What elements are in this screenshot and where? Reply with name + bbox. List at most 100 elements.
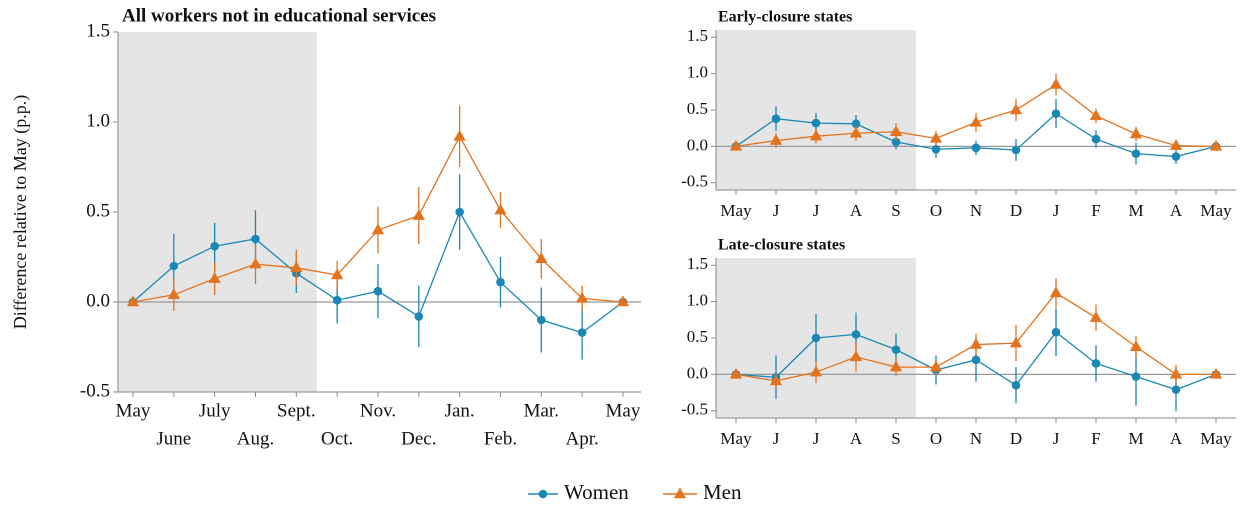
- chart-title: Late-closure states: [718, 237, 845, 254]
- marker: [208, 272, 221, 283]
- marker: [1129, 127, 1143, 139]
- marker: [577, 328, 587, 337]
- marker: [971, 143, 981, 153]
- x-tick-label: J: [813, 201, 820, 220]
- marker: [1209, 139, 1223, 151]
- x-tick-label: Oct.: [321, 428, 353, 449]
- legend-label: Men: [703, 480, 742, 504]
- x-tick-label: May: [720, 429, 752, 448]
- x-tick-label: June: [156, 428, 191, 449]
- marker: [1051, 109, 1061, 118]
- chart-title: All workers not in educational services: [122, 5, 436, 26]
- marker: [1091, 134, 1101, 144]
- marker: [332, 295, 342, 305]
- x-tick-label: A: [1170, 429, 1183, 448]
- marker: [1089, 311, 1103, 322]
- marker: [251, 234, 260, 244]
- marker: [616, 295, 630, 307]
- x-tick-label: July: [199, 400, 231, 421]
- x-tick-label: Feb.: [484, 428, 517, 449]
- marker: [971, 355, 981, 365]
- y-tick-label: -0.5: [80, 380, 110, 401]
- marker: [809, 365, 823, 377]
- x-tick-label: Nov.: [360, 400, 396, 421]
- marker: [494, 203, 507, 215]
- x-tick-label: N: [970, 201, 982, 220]
- x-tick-label: J: [1053, 201, 1060, 220]
- marker: [1169, 139, 1183, 150]
- marker: [371, 223, 385, 235]
- marker: [538, 489, 548, 499]
- marker: [1049, 78, 1063, 89]
- marker: [811, 333, 821, 343]
- marker: [373, 286, 383, 296]
- marker: [809, 129, 823, 141]
- marker: [1209, 367, 1223, 379]
- x-tick-label: J: [773, 429, 780, 448]
- marker: [1131, 149, 1141, 158]
- x-tick-label: M: [1128, 429, 1143, 448]
- x-tick-label: F: [1091, 429, 1100, 448]
- marker: [891, 137, 901, 147]
- x-tick-label: S: [891, 429, 900, 448]
- y-tick-label: 0.0: [687, 363, 708, 382]
- x-tick-label: D: [1010, 201, 1022, 220]
- marker: [169, 261, 179, 271]
- y-tick-label: 0.5: [86, 200, 110, 221]
- marker: [891, 345, 901, 354]
- marker: [929, 360, 943, 372]
- x-tick-label: May: [606, 400, 641, 421]
- marker: [1171, 152, 1181, 161]
- shaded-period: [118, 32, 317, 392]
- marker: [575, 291, 589, 303]
- marker: [535, 252, 548, 264]
- marker: [969, 338, 983, 349]
- x-tick-label: D: [1010, 429, 1022, 448]
- marker: [929, 131, 943, 143]
- x-tick-label: J: [813, 429, 820, 448]
- y-tick-label: 1.5: [687, 26, 708, 45]
- marker: [811, 118, 821, 128]
- x-tick-label: May: [1200, 429, 1232, 448]
- marker: [414, 312, 424, 321]
- chart-title: Early-closure states: [718, 9, 852, 26]
- marker: [1051, 327, 1061, 337]
- marker: [771, 114, 781, 124]
- x-tick-label: Dec.: [401, 428, 436, 449]
- marker: [931, 144, 941, 154]
- marker: [537, 315, 546, 325]
- x-tick-label: S: [891, 201, 900, 220]
- y-tick-label: 1.0: [687, 291, 708, 310]
- x-tick-label: J: [773, 201, 780, 220]
- x-tick-label: F: [1091, 201, 1100, 220]
- marker: [1049, 286, 1063, 298]
- x-tick-label: J: [1053, 429, 1060, 448]
- y-tick-label: -0.5: [681, 400, 708, 419]
- marker: [769, 134, 783, 145]
- marker: [1089, 109, 1103, 121]
- marker: [851, 119, 861, 129]
- marker: [1129, 340, 1143, 351]
- marker: [1091, 359, 1101, 368]
- y-tick-label: 1.0: [86, 110, 110, 131]
- marker: [1011, 145, 1021, 155]
- y-tick-label: 1.5: [687, 254, 708, 273]
- y-tick-label: 0.5: [687, 99, 708, 118]
- x-tick-label: May: [720, 201, 752, 220]
- marker: [729, 139, 743, 151]
- marker: [889, 360, 903, 372]
- marker: [126, 295, 140, 307]
- marker: [330, 268, 344, 280]
- y-tick-label: -0.5: [681, 172, 708, 191]
- y-tick-label: 1.5: [86, 20, 110, 41]
- x-tick-label: A: [1170, 201, 1183, 220]
- marker: [769, 374, 783, 386]
- marker: [453, 129, 466, 141]
- marker: [1009, 336, 1023, 348]
- marker: [290, 261, 303, 273]
- x-tick-label: A: [850, 429, 863, 448]
- marker: [849, 350, 863, 362]
- x-tick-label: May: [1200, 201, 1232, 220]
- x-tick-label: May: [116, 400, 151, 421]
